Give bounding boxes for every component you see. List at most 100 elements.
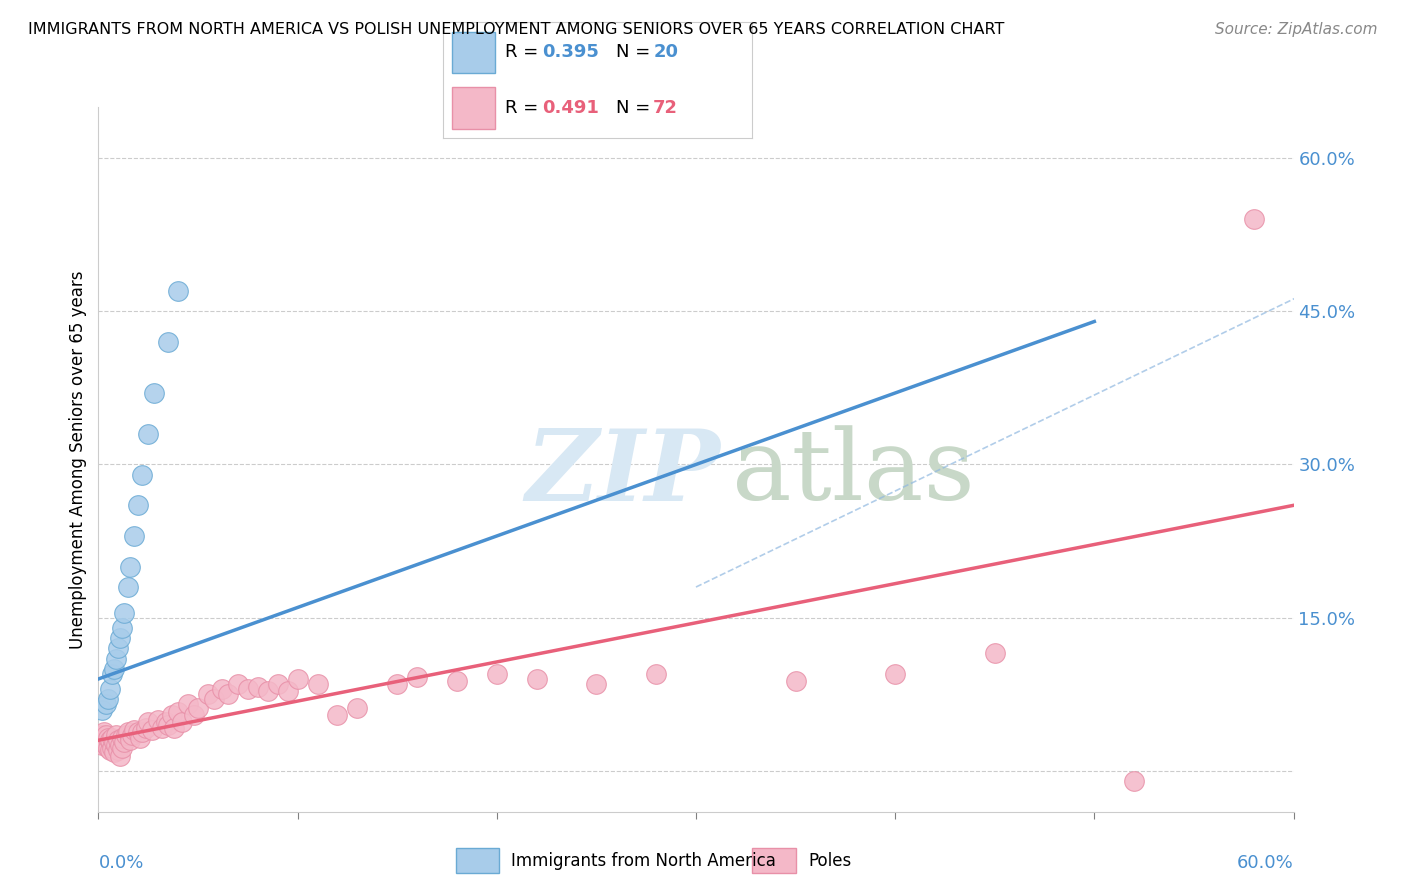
Point bbox=[172, 714, 194, 729]
Point bbox=[110, 739, 132, 753]
Point bbox=[120, 559, 142, 574]
Text: 0.491: 0.491 bbox=[541, 99, 599, 117]
Text: IMMIGRANTS FROM NORTH AMERICA VS POLISH UNEMPLOYMENT AMONG SENIORS OVER 65 YEARS: IMMIGRANTS FROM NORTH AMERICA VS POLISH … bbox=[28, 22, 1004, 37]
Point bbox=[107, 743, 129, 757]
Point bbox=[984, 647, 1007, 661]
Point bbox=[98, 682, 122, 697]
Point bbox=[143, 386, 166, 401]
Point bbox=[136, 426, 159, 441]
Point bbox=[585, 677, 607, 691]
Point bbox=[101, 731, 124, 746]
Point bbox=[124, 529, 146, 543]
Point bbox=[256, 684, 278, 698]
Point bbox=[446, 673, 468, 688]
Text: R =: R = bbox=[505, 44, 544, 62]
Point bbox=[211, 682, 233, 697]
Point bbox=[120, 733, 142, 747]
Point bbox=[197, 687, 219, 701]
Y-axis label: Unemployment Among Seniors over 65 years: Unemployment Among Seniors over 65 years bbox=[69, 270, 87, 648]
Point bbox=[157, 334, 180, 349]
Point bbox=[246, 680, 269, 694]
Point bbox=[103, 746, 125, 760]
Point bbox=[136, 714, 159, 729]
Point bbox=[287, 672, 309, 686]
Point bbox=[160, 707, 183, 722]
Point bbox=[127, 499, 149, 513]
Point bbox=[167, 284, 190, 298]
Point bbox=[326, 707, 349, 722]
Text: ZIP: ZIP bbox=[524, 425, 720, 522]
Point bbox=[124, 723, 146, 737]
Text: N =: N = bbox=[616, 99, 657, 117]
Point bbox=[105, 651, 128, 665]
Text: R =: R = bbox=[505, 99, 544, 117]
Point bbox=[135, 721, 157, 735]
Point bbox=[148, 713, 170, 727]
Point bbox=[1243, 212, 1265, 227]
Point bbox=[105, 728, 128, 742]
Point bbox=[346, 700, 368, 714]
Point bbox=[103, 735, 125, 749]
Point bbox=[1123, 774, 1146, 789]
Point bbox=[96, 728, 118, 742]
Point bbox=[157, 718, 180, 732]
Point bbox=[485, 666, 508, 681]
Point bbox=[101, 666, 124, 681]
Point bbox=[226, 677, 249, 691]
Point bbox=[101, 741, 124, 756]
Bar bbox=[453, 87, 495, 129]
Point bbox=[93, 725, 115, 739]
Point bbox=[385, 677, 409, 691]
Point bbox=[187, 700, 209, 714]
Point bbox=[183, 707, 205, 722]
Point bbox=[93, 735, 115, 749]
Point bbox=[277, 684, 299, 698]
Point bbox=[110, 748, 132, 763]
Text: 20: 20 bbox=[654, 44, 678, 62]
Point bbox=[91, 703, 114, 717]
Text: Poles: Poles bbox=[808, 852, 852, 870]
Point bbox=[121, 728, 143, 742]
Point bbox=[785, 673, 807, 688]
Point bbox=[103, 662, 125, 676]
Point bbox=[117, 580, 139, 594]
Point bbox=[107, 733, 129, 747]
Point bbox=[117, 725, 139, 739]
Point bbox=[98, 743, 122, 757]
Point bbox=[167, 705, 190, 719]
Point bbox=[131, 725, 153, 739]
Bar bbox=[752, 848, 796, 873]
Point bbox=[115, 728, 138, 742]
Point bbox=[150, 721, 173, 735]
Point bbox=[307, 677, 329, 691]
Point bbox=[105, 739, 128, 753]
Point bbox=[96, 739, 118, 753]
Point bbox=[111, 731, 134, 746]
Text: Source: ZipAtlas.com: Source: ZipAtlas.com bbox=[1215, 22, 1378, 37]
Point bbox=[107, 641, 129, 656]
Text: Immigrants from North America: Immigrants from North America bbox=[512, 852, 776, 870]
Point bbox=[97, 741, 120, 756]
Point bbox=[110, 631, 132, 645]
Point bbox=[177, 698, 200, 712]
Point bbox=[141, 723, 163, 737]
Point bbox=[91, 739, 114, 753]
Point bbox=[97, 731, 120, 746]
Text: N =: N = bbox=[616, 44, 657, 62]
Text: atlas: atlas bbox=[733, 425, 974, 521]
Bar bbox=[453, 31, 495, 73]
Point bbox=[406, 670, 429, 684]
Point bbox=[267, 677, 290, 691]
Point bbox=[98, 733, 122, 747]
Point bbox=[91, 728, 114, 742]
Point bbox=[131, 467, 153, 482]
Point bbox=[526, 672, 548, 686]
Point bbox=[217, 687, 239, 701]
Point bbox=[97, 692, 120, 706]
Point bbox=[112, 735, 135, 749]
Point bbox=[155, 714, 177, 729]
Point bbox=[163, 721, 186, 735]
Point bbox=[111, 741, 134, 756]
Point bbox=[127, 725, 149, 739]
Point bbox=[645, 666, 668, 681]
